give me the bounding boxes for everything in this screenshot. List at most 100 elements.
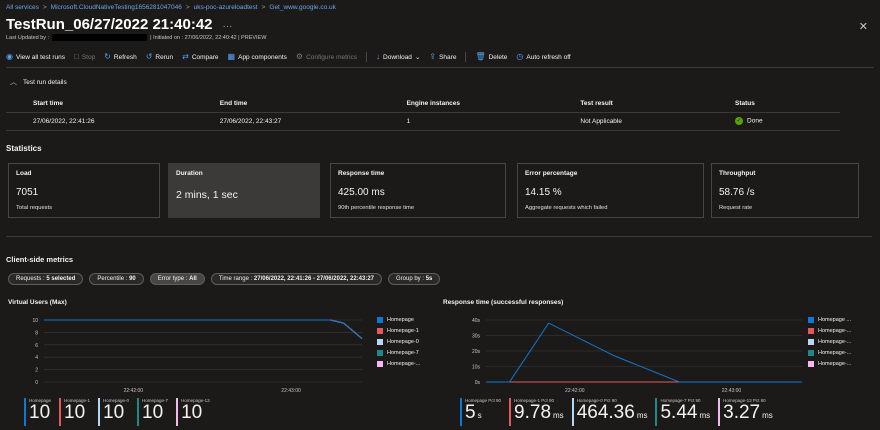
column-header: End time — [192, 96, 380, 113]
rerun-button[interactable]: ↺ Rerun — [146, 53, 173, 61]
summary-tile: Homepage 10 — [24, 398, 51, 426]
rerun-icon: ↺ — [145, 52, 153, 61]
chevron-down-icon: ⌄ — [414, 54, 421, 61]
share-icon: ⇪ — [429, 52, 437, 61]
stop-icon: □ — [74, 52, 79, 61]
time-range-filter-pill[interactable]: Time range : 27/06/2022, 22:41:26 - 27/0… — [210, 273, 382, 285]
card-title: Throughput — [719, 170, 756, 177]
series-line-2[interactable] — [44, 319, 363, 339]
filter-pills: Requests : 5 selected Percentile : 90 Er… — [8, 273, 441, 285]
auto-refresh-button[interactable]: ◷ Auto refresh off — [516, 53, 570, 61]
legend-swatch — [377, 350, 383, 356]
tile-unit: ms — [553, 411, 564, 420]
response-time-chart[interactable]: 0s 10s 20s 30s 40s 22:42:00 22:43:00 — [440, 308, 810, 398]
legend-item[interactable]: Homepage-... — [808, 339, 851, 345]
virtual-users-legend: Homepage Homepage-1 Homepage-0 Homepage-7 Ho… — [377, 317, 420, 367]
legend-swatch — [377, 339, 383, 345]
legend-swatch — [808, 328, 814, 334]
card-title: Load — [16, 170, 32, 177]
tile-name: Homepage-7 Pct 90 — [660, 398, 701, 403]
legend-item[interactable]: Homepage-7 — [377, 350, 420, 356]
stat-card-load[interactable]: Load 7051 Total requests — [8, 163, 160, 218]
group-by-filter-pill[interactable]: Group by : 5s — [388, 273, 441, 285]
error-type-filter-pill[interactable]: Error type : All — [149, 273, 205, 285]
refresh-button[interactable]: ↻ Refresh — [104, 53, 136, 61]
legend-label: Homepage-7 — [387, 350, 419, 356]
compare-button[interactable]: ⇄ Compare — [182, 53, 218, 61]
card-value: 58.76 /s — [719, 187, 755, 198]
pill-label: Error type : — [157, 276, 190, 282]
configure-metrics-button[interactable]: ⚙ Configure metrics — [296, 53, 357, 61]
legend-label: Homepage-1 — [387, 328, 419, 334]
toolbar-separator — [366, 52, 368, 62]
legend-label: Homepage — [387, 317, 414, 323]
app-components-button[interactable]: ▦ App components — [228, 53, 287, 61]
breadcrumb-separator: > — [42, 4, 47, 11]
y-tick-label: 20s — [472, 349, 481, 355]
card-title: Response time — [338, 170, 385, 177]
breadcrumb-load-test-resource[interactable]: uks-poc-azureloadtest — [193, 4, 258, 11]
pill-value: 90 — [129, 276, 136, 282]
toolbar-label: View all test runs — [15, 53, 65, 61]
stop-button[interactable]: □ Stop — [74, 53, 95, 61]
close-icon[interactable]: ✕ — [858, 21, 868, 33]
breadcrumb-all-services[interactable]: All services — [6, 4, 39, 11]
pill-label: Group by : — [396, 276, 426, 282]
y-tick-label: 4 — [35, 355, 38, 361]
pill-label: Requests : — [16, 276, 47, 282]
y-tick-label: 30s — [472, 334, 481, 340]
legend-item[interactable]: Homepage-1 — [377, 328, 420, 334]
percentile-filter-pill[interactable]: Percentile : 90 — [89, 273, 144, 285]
legend-label: Homepage-... — [818, 328, 852, 334]
tile-name: Homepage-1 Pct 90 — [514, 398, 555, 403]
y-tick-label: 2 — [35, 368, 38, 374]
y-tick-label: 40s — [472, 318, 481, 324]
breadcrumb-resource-group[interactable]: Microsoft.CloudNativeTesting165628104704… — [50, 4, 182, 11]
series-line-1[interactable] — [44, 319, 363, 339]
series-line-5[interactable] — [44, 319, 363, 339]
test-run-details-toggle[interactable]: ︿ Test run details — [10, 77, 67, 87]
view-all-test-runs-button[interactable]: ◉ View all test runs — [6, 53, 65, 61]
legend-label: Homepage-... — [387, 361, 421, 367]
legend-item[interactable]: Homepage-... — [808, 350, 851, 356]
series-line-3[interactable] — [44, 319, 363, 339]
summary-tile: Homepage-7 10 — [137, 398, 168, 426]
end-time-cell: 27/06/2022, 22:43:27 — [192, 112, 380, 131]
series-line-1[interactable] — [486, 322, 802, 383]
delete-button[interactable]: 🗑 Delete — [475, 53, 507, 61]
requests-filter-pill[interactable]: Requests : 5 selected — [8, 273, 84, 285]
legend-item[interactable]: Homepage-... — [808, 328, 851, 334]
summary-tile: Homepage-7 Pct 90 5.44 ms — [655, 398, 710, 426]
stat-card-error-percentage[interactable]: Error percentage 14.15 % Aggregate reque… — [517, 163, 704, 218]
card-value: 425.00 ms — [338, 187, 385, 198]
auto-refresh-icon: ◷ — [516, 52, 524, 61]
legend-swatch — [808, 361, 814, 367]
more-options-icon[interactable]: ··· — [222, 21, 233, 32]
divider — [6, 236, 872, 237]
legend-item[interactable]: Homepage-... — [808, 361, 851, 367]
column-header: Test result — [553, 96, 709, 113]
legend-swatch — [377, 361, 383, 367]
tile-color-bar — [571, 398, 574, 426]
legend-item[interactable]: Homepage-... — [377, 361, 420, 367]
tile-name: Homepage Pct 90 — [465, 398, 502, 403]
legend-swatch — [808, 317, 814, 323]
page-subtitle: Last Updated by : | Initiated on : 27/06… — [6, 34, 266, 41]
legend-item[interactable]: Homepage ... — [808, 317, 851, 323]
breadcrumb-test[interactable]: Get_www.google.co.uk — [269, 4, 336, 11]
share-button[interactable]: ⇪ Share — [429, 53, 456, 61]
table-header-row: Start time End time Engine instances Tes… — [6, 96, 840, 113]
stat-card-duration[interactable]: Duration 2 mins, 1 sec — [168, 163, 320, 218]
virtual-users-chart[interactable]: 0 2 4 6 8 10 22:42:00 22:43:00 — [0, 308, 375, 398]
download-button[interactable]: ↓ Download ⌄ — [376, 53, 421, 62]
stat-card-throughput[interactable]: Throughput 58.76 /s Request rate — [711, 163, 859, 218]
legend-item[interactable]: Homepage-0 — [377, 339, 420, 345]
legend-item[interactable]: Homepage — [377, 317, 420, 323]
series-line-4[interactable] — [44, 319, 363, 339]
redacted-user — [52, 34, 148, 41]
app-components-icon: ▦ — [227, 52, 236, 61]
summary-tile: Homepage-13 10 — [176, 398, 210, 426]
stat-card-response-time[interactable]: Response time 425.00 ms 90th percentile … — [330, 163, 506, 218]
tile-unit: s — [477, 411, 482, 420]
last-updated-label: Last Updated by : — [6, 34, 50, 41]
